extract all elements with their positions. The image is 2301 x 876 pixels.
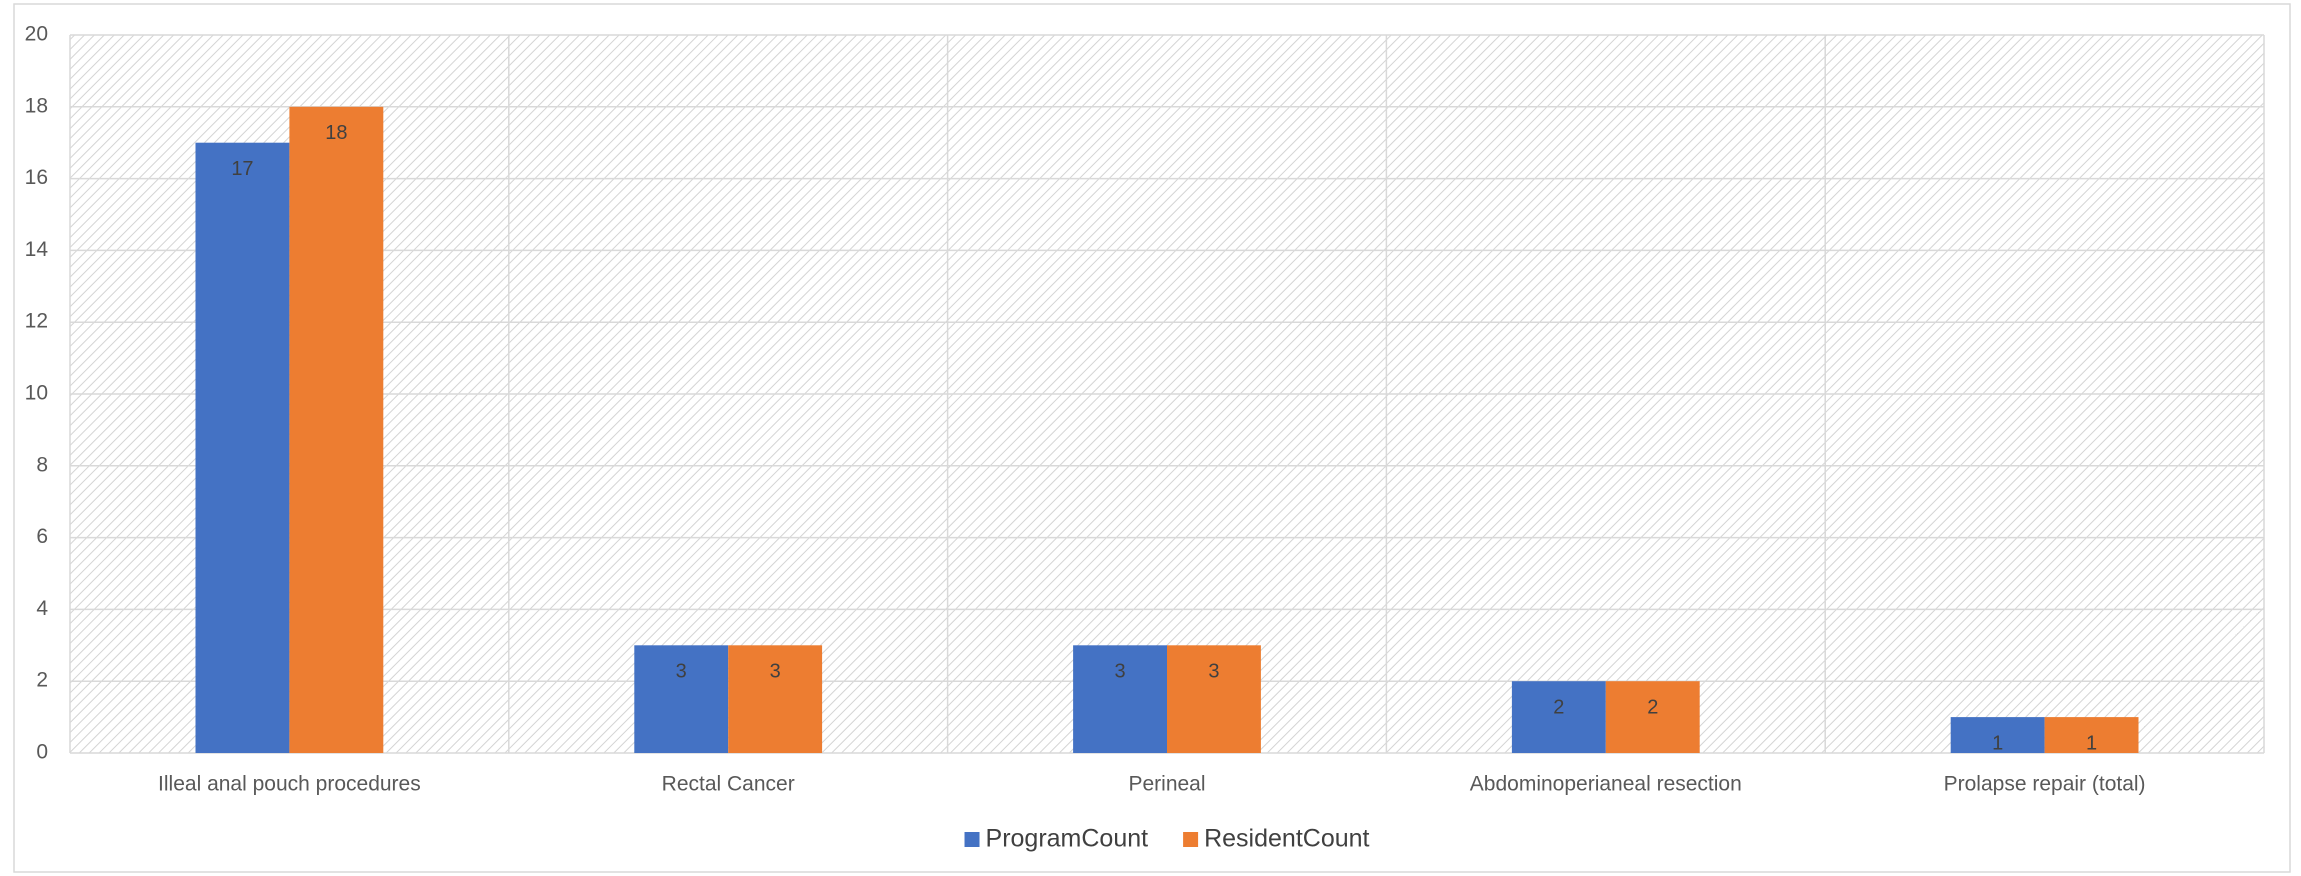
y-tick-label: 10	[25, 382, 48, 405]
y-tick-label: 18	[25, 94, 48, 117]
y-tick-label: 12	[25, 310, 48, 333]
y-tick-label: 0	[36, 741, 48, 764]
y-tick-label: 8	[36, 453, 48, 476]
data-label: 2	[1647, 696, 1658, 718]
legend-swatch	[1183, 832, 1199, 847]
y-tick-label: 20	[25, 23, 48, 46]
bar	[2044, 717, 2139, 753]
y-tick-label: 4	[36, 597, 48, 620]
bar	[1511, 681, 1606, 753]
data-label: 3	[1208, 661, 1219, 683]
data-label: 3	[770, 661, 781, 683]
bar	[1605, 681, 1700, 753]
y-tick-label: 6	[36, 525, 48, 548]
bar	[1073, 645, 1167, 753]
data-label: 17	[231, 158, 253, 180]
bar	[1950, 717, 2045, 753]
bar	[634, 645, 729, 753]
x-tick-label: Abdominoperianeal resection	[1470, 773, 1742, 796]
data-label: 1	[1992, 732, 2003, 754]
data-label: 1	[2086, 732, 2097, 754]
x-tick-label: Perineal	[1128, 773, 1205, 796]
x-tick-label: Rectal Cancer	[662, 773, 795, 796]
bar	[1167, 645, 1261, 753]
y-tick-label: 16	[25, 166, 48, 189]
y-tick-label: 14	[25, 238, 49, 261]
data-label: 2	[1553, 696, 1564, 718]
data-label: 18	[325, 122, 347, 144]
x-tick-label: Prolapse repair (total)	[1944, 773, 2146, 796]
legend-label: ResidentCount	[1204, 825, 1369, 853]
legend-swatch	[964, 832, 980, 847]
bar	[728, 645, 823, 753]
y-tick-label: 2	[36, 669, 48, 692]
bar	[289, 106, 384, 754]
bar	[195, 142, 290, 753]
legend-label: ProgramCount	[986, 825, 1149, 853]
data-label: 3	[676, 661, 687, 683]
data-label: 3	[1114, 661, 1125, 683]
x-tick-label: Illeal anal pouch procedures	[158, 773, 421, 796]
